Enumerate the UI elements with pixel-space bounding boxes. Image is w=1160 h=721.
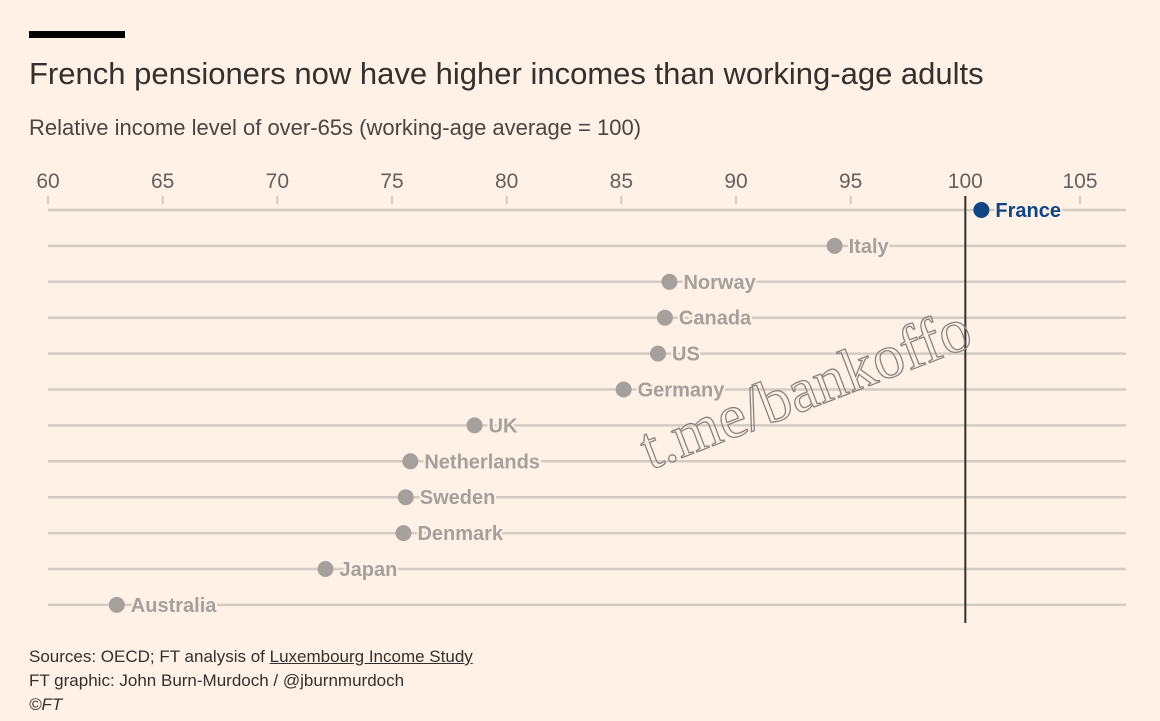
x-tick-label: 80 xyxy=(495,170,518,193)
data-label: France xyxy=(995,200,1061,222)
sources-prefix: Sources: OECD; FT analysis of xyxy=(29,647,270,666)
chart-footer: Sources: OECD; FT analysis of Luxembourg… xyxy=(29,645,473,717)
x-tick-label: 85 xyxy=(610,170,633,193)
copyright: ©FT xyxy=(29,695,63,714)
data-point xyxy=(317,561,334,577)
data-point xyxy=(650,345,667,362)
chart-title: French pensioners now have higher income… xyxy=(29,56,984,91)
chart-subtitle: Relative income level of over-65s (worki… xyxy=(29,115,642,140)
data-point xyxy=(466,417,483,434)
data-point xyxy=(402,453,419,470)
x-tick-label: 70 xyxy=(266,170,289,193)
sources-line: Sources: OECD; FT analysis of Luxembourg… xyxy=(29,645,473,669)
data-label: US xyxy=(672,344,700,366)
x-tick-label: 100 xyxy=(948,170,983,193)
data-point xyxy=(973,202,990,218)
data-label: Australia xyxy=(131,595,217,617)
graphic-credit: FT graphic: John Burn-Murdoch / @jburnmu… xyxy=(29,671,405,690)
x-tick-label: 105 xyxy=(1062,170,1097,193)
x-tick-label: 95 xyxy=(839,170,862,193)
x-tick-label: 75 xyxy=(380,170,403,193)
chart-svg: 60 65 70 75 80 85 90 95 100 105t.me/bankoffoFranc… xyxy=(36,170,1126,623)
data-label: Canada xyxy=(679,308,752,330)
data-point xyxy=(108,596,125,613)
data-label: UK xyxy=(489,415,518,437)
data-label: Norway xyxy=(683,272,756,294)
data-point xyxy=(826,237,843,254)
x-tick-label: 65 xyxy=(151,170,174,193)
data-label: Italy xyxy=(849,236,890,258)
sources-link[interactable]: Luxembourg Income Study xyxy=(269,647,473,666)
data-label: Sweden xyxy=(420,487,496,509)
data-label: Germany xyxy=(638,380,726,402)
data-point xyxy=(395,525,412,542)
x-tick-label: 90 xyxy=(724,170,747,193)
data-point xyxy=(656,309,673,326)
data-point xyxy=(661,273,678,290)
ft-accent-bar xyxy=(29,31,125,38)
data-point xyxy=(397,489,414,506)
data-label: Japan xyxy=(339,559,397,581)
x-tick-label: 60 xyxy=(36,170,59,193)
data-label: Denmark xyxy=(417,523,503,545)
data-label: Netherlands xyxy=(424,451,540,473)
data-point xyxy=(615,381,632,398)
